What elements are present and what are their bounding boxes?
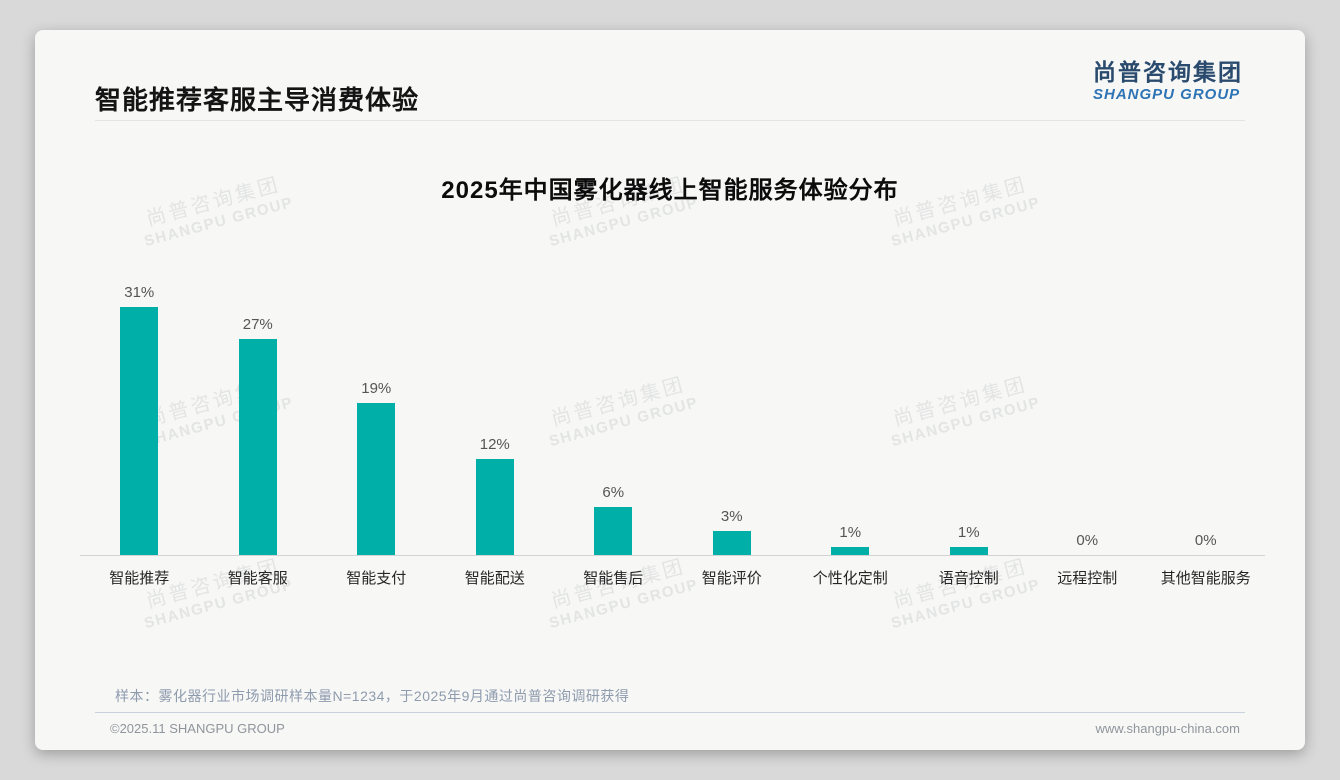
bar-value-label: 0% (1076, 532, 1099, 549)
bar (120, 307, 159, 555)
category-label: 智能配送 (464, 570, 525, 587)
bar-column: 0% (1028, 275, 1147, 555)
sample-footnote: 样本：雾化器行业市场调研样本量N=1234，于2025年9月通过尚普咨询调研获得 (115, 688, 630, 704)
bar-column: 0% (1147, 275, 1266, 555)
bar-column: 1% (791, 275, 910, 555)
bar (357, 403, 396, 555)
company-logo-en: SHANGPU GROUP (1093, 86, 1241, 103)
bar-column: 6% (554, 275, 673, 555)
bar (238, 339, 277, 555)
category-label: 智能评价 (701, 570, 762, 587)
footer-divider (95, 712, 1245, 713)
bar-column: 3% (673, 275, 792, 555)
bar-value-label: 12% (479, 436, 510, 453)
bar-column: 19% (317, 275, 436, 555)
footer-website: www.shangpu-china.com (1095, 721, 1240, 736)
bar (712, 531, 751, 555)
header-divider (95, 120, 1245, 121)
bar (949, 547, 988, 555)
category-label: 语音控制 (938, 570, 999, 587)
bar-value-label: 31% (124, 284, 155, 301)
bar-value-label: 1% (957, 524, 980, 541)
bar-value-label: 27% (242, 316, 273, 333)
bar (475, 459, 514, 555)
x-axis-line (80, 555, 1265, 556)
bar-value-label: 3% (720, 508, 743, 525)
bar-column: 1% (910, 275, 1029, 555)
category-label: 智能客服 (227, 570, 288, 587)
bar-value-label: 0% (1194, 532, 1217, 549)
category-axis: 智能推荐 智能客服 智能支付 智能配送 智能售后 智能评价 个性化定制 语音控制 远程控制 其他智… (80, 567, 1265, 588)
bar (831, 547, 870, 555)
category-label: 其他智能服务 (1160, 570, 1251, 587)
bar-column: 12% (436, 275, 555, 555)
footer-copyright: ©2025.11 SHANGPU GROUP (110, 721, 285, 736)
company-logo-cn: 尚普咨询集团 (1093, 59, 1243, 85)
category-label: 个性化定制 (812, 570, 888, 587)
slide-card: 智能推荐客服主导消费体验 尚普咨询集团 SHANGPU GROUP 尚普咨询集团… (35, 30, 1305, 750)
bar-column: 31% (80, 275, 199, 555)
bar-column: 27% (199, 275, 318, 555)
chart-title: 2025年中国雾化器线上智能服务体验分布 (441, 177, 899, 204)
category-label: 智能推荐 (109, 570, 170, 587)
company-logo: 尚普咨询集团 SHANGPU GROUP (1093, 58, 1243, 104)
category-label: 智能售后 (583, 570, 644, 587)
bar-chart: 31% 27% 19% 12% 6% 3% 1% 1% 0% 0% (80, 275, 1265, 555)
bar-value-label: 19% (361, 380, 392, 397)
bar-value-label: 6% (602, 484, 625, 501)
category-label: 智能支付 (346, 570, 407, 587)
page-title: 智能推荐客服主导消费体验 (95, 85, 420, 115)
category-label: 远程控制 (1057, 570, 1118, 587)
bar (594, 507, 633, 555)
bar-value-label: 1% (839, 524, 862, 541)
